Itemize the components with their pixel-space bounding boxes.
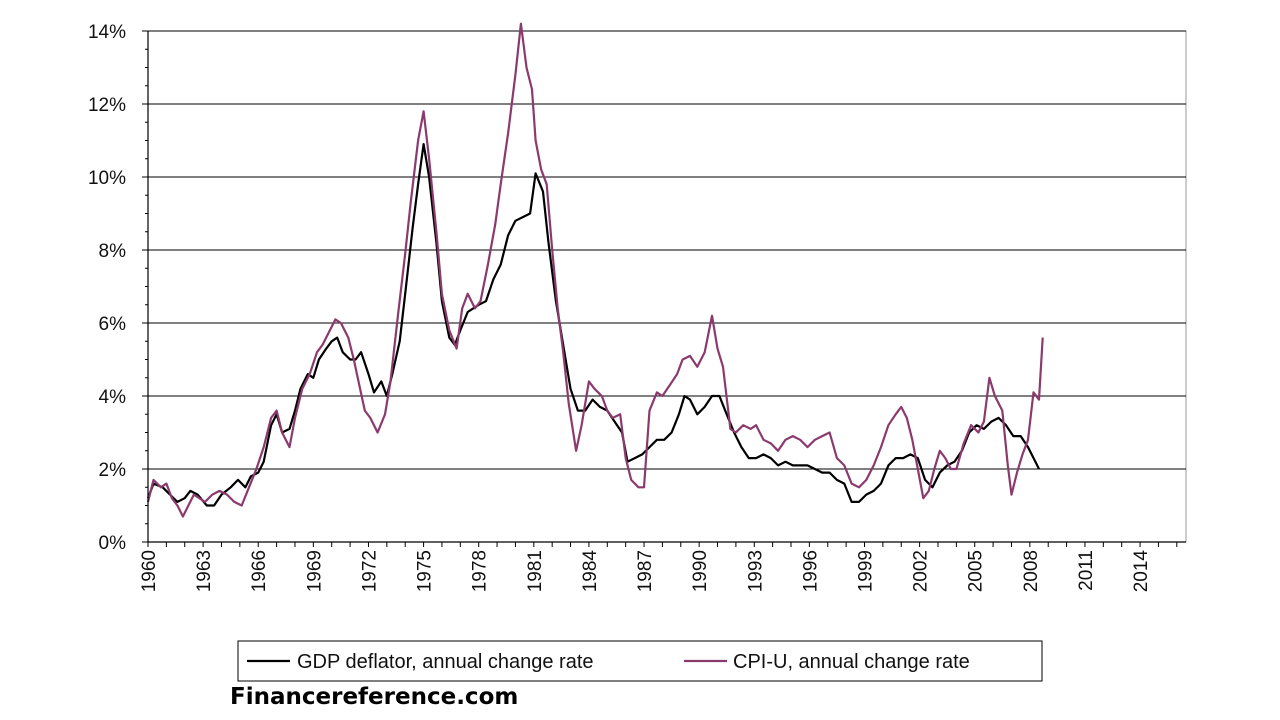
- x-tick-label: 1966: [249, 550, 270, 592]
- y-tick-label: 12%: [88, 95, 126, 116]
- legend-label-cpi-u: CPI-U, annual change rate: [733, 651, 970, 673]
- x-tick-label: 1993: [745, 550, 766, 592]
- x-tick-label: 2002: [911, 550, 932, 592]
- y-tick-label: 10%: [88, 168, 126, 189]
- x-tick-label: 1963: [194, 550, 215, 592]
- x-tick-labels: 1960 1963 1966 1969 1972 1975 1978 1981 1984 1987…: [139, 550, 1152, 593]
- y-tick-label: 0%: [99, 533, 127, 554]
- y-tick-label: 6%: [99, 314, 127, 335]
- y-tick-labels: 0% 2% 4% 6% 8% 10% 12% 14%: [88, 22, 126, 554]
- x-tick-label: 1996: [800, 550, 821, 592]
- series-line-cpi-u: [146, 22, 1044, 518]
- y-tick-label: 14%: [88, 22, 126, 43]
- series-line-gdp-deflator: [146, 143, 1040, 507]
- x-tick-label: 1999: [855, 550, 876, 592]
- x-tick-label: 1978: [470, 550, 491, 592]
- axes: [142, 30, 1186, 547]
- x-tick-label: 1981: [525, 550, 546, 592]
- legend-label-gdp-deflator: GDP deflator, annual change rate: [297, 651, 594, 673]
- y-tick-label: 4%: [99, 387, 127, 408]
- x-tick-label: 2014: [1131, 550, 1152, 593]
- series-lines: [146, 22, 1044, 518]
- x-tick-label: 2005: [966, 550, 987, 592]
- x-tick-label: 1987: [635, 550, 656, 592]
- x-tick-label: 1990: [690, 550, 711, 592]
- x-tick-label: 2011: [1076, 550, 1097, 591]
- x-tick-label: 2008: [1021, 550, 1042, 592]
- x-tick-label: 1969: [304, 550, 325, 592]
- y-tick-label: 2%: [99, 460, 127, 481]
- y-tick-label: 8%: [99, 241, 127, 262]
- plot-frame: [147, 30, 1187, 543]
- x-tick-label: 1984: [580, 550, 601, 593]
- x-tick-label: 1975: [415, 550, 436, 592]
- x-tick-label: 1960: [139, 550, 160, 592]
- gridlines: [147, 30, 1187, 543]
- watermark: Financereference.com: [230, 684, 519, 710]
- x-tick-label: 1972: [359, 550, 380, 592]
- legend: GDP deflator, annual change rate CPI-U, …: [237, 640, 1043, 682]
- legend-box: [237, 640, 1043, 682]
